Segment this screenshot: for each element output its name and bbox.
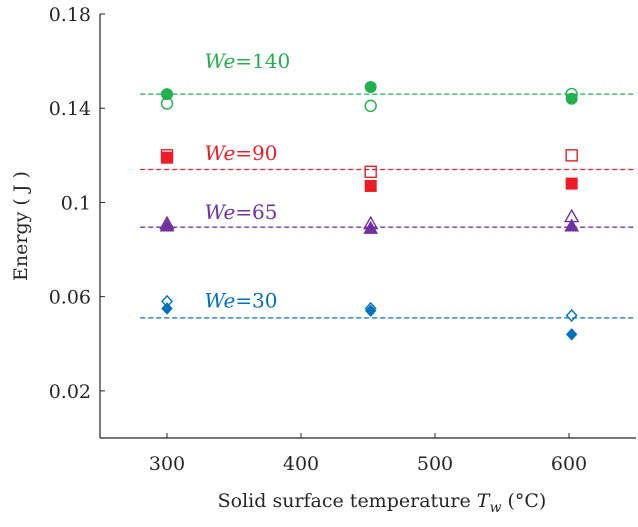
y-tick-label: 0.18	[49, 4, 91, 26]
y-tick-label: 0.14	[49, 98, 91, 120]
x-tick-label: 300	[149, 453, 185, 475]
data-point-open	[364, 165, 377, 179]
data-point-filled	[161, 151, 173, 164]
data-point-open	[160, 97, 174, 110]
series-label: We=30	[205, 288, 278, 312]
data-point-open	[159, 215, 175, 230]
y-tick-label: 0.1	[61, 192, 91, 214]
data-point-filled	[363, 220, 379, 234]
data-point-open	[364, 99, 377, 113]
series-label: We=90	[205, 141, 278, 165]
labels-layer: Solid surface temperature Tw (°C) Energy …	[10, 49, 546, 516]
data-point-open	[565, 308, 578, 323]
x-tick-label: 500	[417, 453, 453, 475]
x-tick-label: 600	[551, 453, 587, 475]
data-point-open	[362, 215, 379, 230]
series-label: We=140	[205, 49, 291, 73]
data-point-filled	[564, 218, 580, 232]
x-tick-label: 400	[283, 453, 319, 475]
axes: 300 400 500 600 0.02 0.06 0.1 0.14 0.18	[49, 4, 636, 475]
y-axis-title: Energy ( J )	[10, 171, 32, 281]
y-tick-label: 0.06	[49, 287, 91, 309]
data-point-filled	[565, 177, 578, 190]
data-point-open	[563, 208, 580, 223]
data-point-filled	[365, 304, 377, 318]
data-point-open	[565, 87, 578, 101]
data-point-filled	[161, 302, 173, 315]
series-label: We=65	[205, 200, 278, 224]
data-point-open	[364, 301, 377, 315]
series-layer	[140, 81, 636, 341]
y-tick-label: 0.02	[49, 381, 91, 403]
data-point-filled	[565, 92, 578, 105]
data-point-filled	[161, 88, 173, 101]
data-point-open	[160, 149, 174, 162]
data-point-open	[161, 294, 173, 308]
data-point-filled	[566, 328, 578, 341]
data-point-filled	[364, 179, 377, 192]
x-axis-title: Solid surface temperature Tw (°C)	[218, 490, 547, 516]
data-point-open	[565, 149, 578, 162]
data-point-filled	[364, 81, 377, 94]
